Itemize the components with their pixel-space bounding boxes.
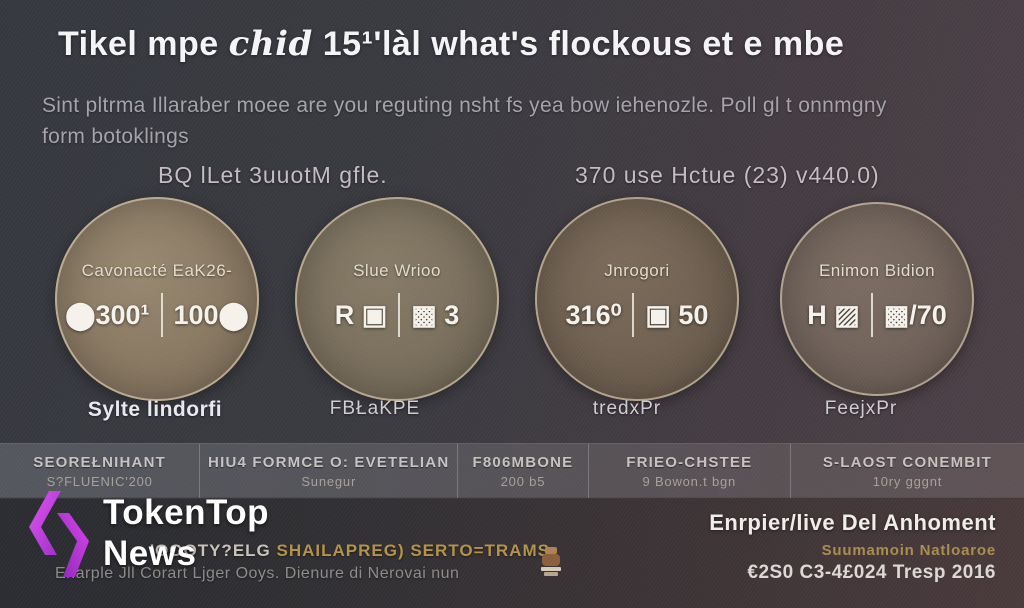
value-divider (398, 293, 401, 337)
stats-cell-1: SEOREŁNIHANT S?FLUENIC'200 (0, 444, 199, 498)
title-script-word: chid (228, 24, 313, 64)
stats-cell-line2: 200 b5 (500, 473, 546, 489)
footer-gold-line: 'OOOTY?ELG SHAILAPREG) SERTO=TRAMS (150, 541, 550, 561)
title-part1: Tikel mpe (58, 25, 229, 63)
value-divider (160, 293, 163, 337)
stats-cell-line2: 10ry gggnt (872, 473, 943, 489)
subtitle: Sint pltrma Illaraber moee are you regut… (42, 90, 887, 152)
stats-cell-4: FRIEO-CHSTEE 9 Bowon.t bgn (587, 444, 790, 498)
coin-value-right: ▩ 3 (411, 299, 460, 330)
stats-cell-2: HIU4 FORMCE O: EVETELIAN Sunegur (199, 444, 457, 498)
brand-line2: News (103, 534, 197, 573)
emblem-icon (536, 545, 566, 590)
stats-cell-line1: F806MBONE (472, 453, 574, 471)
coin-circle-3: Jnrogori 316⁰ ▣ 50 (535, 197, 739, 401)
coin-circle-1: Cavonacté EaK26- ⬤300¹ 100⬤ (55, 197, 259, 401)
footer-right-block: Enrpier/live Del Anhoment Suumamoin Natl… (709, 510, 996, 584)
section-header-right: 370 use Hctue (23) v440.0) (575, 162, 880, 188)
coin-circle-2: Slue Wrioo R ▣ ▩ 3 (295, 197, 499, 401)
value-divider (870, 293, 873, 337)
coin-circle-4: Enimon Bidion H ▨ ▩/70 (780, 202, 974, 396)
coin-value-left: ⬤300¹ (65, 299, 150, 330)
footer-gold-part2: SHAILAPREG) SERTO=TRAMS (270, 541, 550, 560)
stats-cell-line1: SEOREŁNIHANT (33, 453, 166, 471)
stats-cell-line2: S?FLUENIC'200 (46, 473, 153, 489)
coin-value-left: 316⁰ (565, 299, 622, 330)
coin-label-2: FBŁaKPE (329, 398, 421, 419)
stats-cell-3: F806MBONE 200 b5 (457, 444, 587, 498)
coin-title: Slue Wrioo (353, 261, 441, 280)
stats-cell-line1: HIU4 FORMCE O: EVETELIAN (208, 453, 450, 471)
coin-title: Enimon Bidion (818, 261, 936, 280)
brand-line1: TokenTop (103, 493, 270, 532)
footer-gold-part1: 'OOOTY?ELG (150, 541, 271, 560)
coin-value-left: H ▨ (807, 299, 860, 330)
subtitle-line2: form botoklings (42, 125, 189, 148)
coin-value-right: 100⬤ (173, 299, 249, 330)
footer-right-title: Enrpier/live Del Anhoment (709, 510, 996, 535)
stats-cell-line1: S-LAOST CONEMBIT (822, 453, 993, 471)
coin-values: 316⁰ ▣ 50 (565, 293, 709, 337)
stats-cell-line2: 9 Bowon.t bgn (642, 473, 737, 489)
coin-label-4: FeejxPr (824, 398, 898, 419)
stats-cell-line2: Sunegur (301, 473, 357, 489)
coin-label-1: Sylte lindorfi (87, 398, 223, 421)
subtitle-line1: Sint pltrma Illaraber moee are you regut… (42, 94, 887, 117)
coin-value-left: R ▣ (334, 299, 388, 330)
coin-value-right: ▩/70 (883, 299, 947, 330)
stats-bar: SEOREŁNIHANT S?FLUENIC'200 HIU4 FORMCE O… (0, 443, 1024, 499)
title-part2: 15¹'làl what's flockous et e mbe (312, 25, 845, 63)
value-divider (632, 293, 635, 337)
coin-value-right: ▣ 50 (645, 299, 709, 330)
coin-title: Jnrogori (604, 261, 670, 280)
footer-right-sub: €2S0 C3-4£024 Tresp 2016 (747, 562, 996, 583)
brand-wordmark: TokenTop News (103, 492, 269, 574)
section-header-left: BQ lLet 3uuotM gfle. (158, 162, 388, 188)
coin-label-3: tredxPr (592, 398, 662, 419)
coin-values: ⬤300¹ 100⬤ (65, 293, 249, 337)
coin-values: H ▨ ▩/70 (807, 293, 947, 337)
stats-cell-line1: FRIEO-CHSTEE (626, 453, 753, 471)
tokentop-logo-icon (27, 489, 91, 584)
coin-title: Cavonacté EaK26- (81, 261, 233, 280)
footer-right-gold: Suumamoin Natloaroe (821, 542, 996, 559)
footer-gray-line: Enarple Jll Corart Ljger Ooys. Dienure d… (55, 565, 460, 582)
coin-values: R ▣ ▩ 3 (334, 293, 460, 337)
stats-cell-5: S-LAOST CONEMBIT 10ry gggnt (789, 444, 1024, 498)
page-title: Tikel mpe chid 15¹'làl what's flockous e… (58, 24, 844, 64)
footer-shade (0, 497, 1024, 608)
